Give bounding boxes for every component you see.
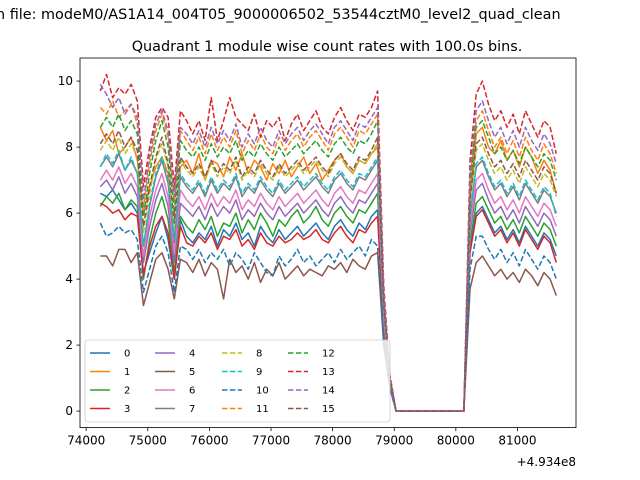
series-line-4 (99, 176, 557, 412)
legend-label: 14 (322, 386, 335, 397)
y-tick-label: 2 (65, 338, 73, 352)
axes-frame (79, 57, 577, 429)
x-offset-label: +4.934e8 (517, 455, 576, 469)
x-tick-label: 78000 (314, 434, 352, 448)
legend-entry-15: 15 (288, 404, 335, 415)
x-tick-label: 79000 (375, 434, 413, 448)
legend-label: 12 (322, 349, 335, 360)
legend-label: 6 (189, 386, 195, 397)
legend-label: 3 (124, 404, 130, 415)
legend-label: 1 (124, 367, 130, 378)
y-tick-label: 6 (65, 206, 73, 220)
legend-entry-4: 4 (155, 349, 195, 360)
figure-suptitle: n file: modeM0/AS1A14_004T05_9000006502_… (0, 7, 561, 23)
x-tick-label: 81000 (498, 434, 536, 448)
y-tick-label: 8 (65, 140, 73, 154)
legend-frame (84, 339, 391, 423)
series-layer (99, 73, 558, 412)
legend-label: 7 (189, 404, 195, 415)
legend-entry-7: 7 (155, 404, 195, 415)
legend-label: 11 (256, 404, 269, 415)
legend-entry-0: 0 (90, 349, 130, 360)
legend-label: 8 (256, 349, 262, 360)
series-line-5 (100, 248, 557, 412)
x-tick-label: 80000 (437, 434, 475, 448)
legend-entry-12: 12 (288, 349, 335, 360)
x-axis: 74000 75000 76000 77000 78000 79000 80000 81000 (67, 427, 537, 448)
legend-label: 2 (124, 386, 130, 397)
series-line-9 (99, 149, 558, 412)
series-line-6 (99, 166, 557, 412)
legend-label: 10 (256, 386, 269, 397)
y-tick-label: 0 (65, 404, 73, 418)
y-axis: 0 2 4 6 8 10 (58, 74, 80, 418)
y-tick-label: 4 (65, 272, 73, 286)
series-line-10 (99, 222, 557, 412)
legend-entry-1: 1 (90, 367, 130, 378)
legend-entry-14: 14 (288, 386, 335, 397)
legend-entry-13: 13 (288, 367, 335, 378)
legend-entry-9: 9 (222, 367, 262, 378)
legend-entry-3: 3 (90, 404, 130, 415)
series-line-14 (99, 84, 557, 412)
series-line-15 (99, 129, 557, 412)
x-tick-label: 75000 (129, 434, 167, 448)
legend-entry-11: 11 (222, 404, 269, 415)
legend-label: 13 (322, 367, 335, 378)
series-line-13 (99, 73, 558, 412)
x-tick-label: 76000 (190, 434, 228, 448)
legend-label: 5 (189, 367, 195, 378)
x-tick-label: 74000 (67, 434, 105, 448)
series-line-12 (99, 113, 557, 412)
x-tick-label: 77000 (252, 434, 290, 448)
legend-label: 4 (189, 349, 195, 360)
legend-entry-10: 10 (222, 386, 269, 397)
legend-entry-2: 2 (90, 386, 130, 397)
legend-label: 0 (124, 349, 130, 360)
legend-label: 15 (322, 404, 335, 415)
chart-title: Quadrant 1 module wise count rates with … (132, 39, 523, 55)
series-line-3 (99, 202, 557, 412)
legend-entry-8: 8 (222, 349, 262, 360)
legend-entry-5: 5 (155, 367, 195, 378)
y-tick-label: 10 (58, 74, 73, 88)
legend-entry-6: 6 (155, 386, 195, 397)
legend-label: 9 (256, 367, 262, 378)
series-line-2 (99, 192, 557, 412)
